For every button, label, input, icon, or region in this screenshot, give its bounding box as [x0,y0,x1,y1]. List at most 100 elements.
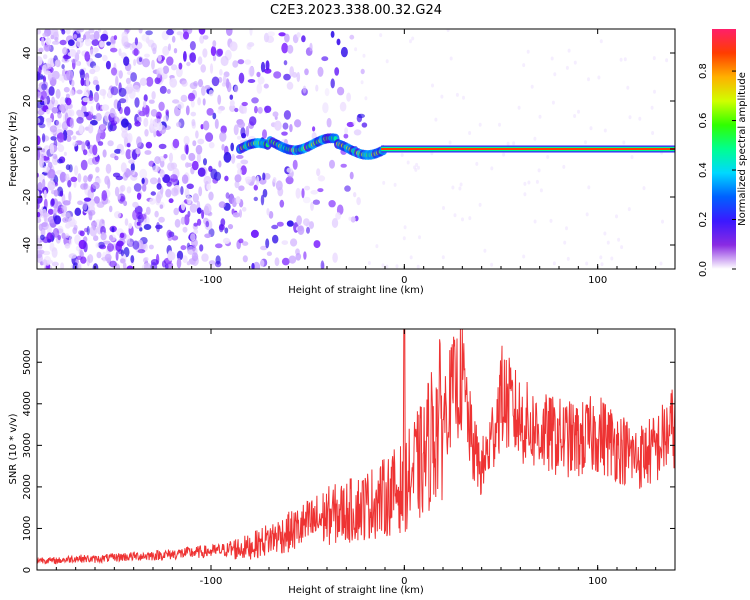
heatmap-cell [82,201,88,211]
heatmap-cell [381,263,385,268]
heatmap-cell [130,72,138,82]
heatmap-cell [191,252,199,262]
heatmap-cell [212,54,217,62]
heatmap-cell [219,131,227,142]
heatmap-cell [256,83,263,94]
y-tick-label: -40 [22,237,33,253]
colorbar-label: Normalized spectral amplitude [737,72,748,226]
heatmap-cell [409,255,413,260]
heatmap-cell [97,241,105,249]
heatmap-cell [502,152,506,157]
heatmap-cell [132,85,140,92]
heatmap-cell [162,45,170,56]
heatmap-cell [136,136,142,147]
heatmap-cell [87,123,94,134]
heatmap-cell [90,105,94,115]
heatmap-cell [417,165,420,170]
heatmap-cell [47,208,54,215]
heatmap-cell [620,245,624,250]
heatmap-cell [661,219,664,224]
heatmap-cell [638,116,642,121]
heatmap-cell [603,231,607,236]
heatmap-cell [105,163,112,174]
heatmap-cell [169,152,173,163]
heatmap-cell [251,97,259,104]
heatmap-cell [286,81,294,90]
heatmap-cell [606,240,610,245]
heatmap-cell [171,235,179,241]
heatmap-cell [281,131,288,136]
heatmap-cell [84,51,91,62]
heatmap-cell [159,159,165,168]
heatmap-cell [118,48,122,56]
heatmap-cell [102,54,108,62]
heatmap-cell [70,176,78,182]
heatmap-cell [173,48,178,54]
heatmap-cell [203,205,210,216]
heatmap-cell [66,69,74,81]
heatmap-cell [82,97,90,103]
heatmap-cell [104,253,112,261]
heatmap-cell [83,197,92,202]
heatmap-cell [290,238,298,247]
heatmap-cell [156,222,160,233]
heatmap-cell [88,210,93,221]
heatmap-cell [156,121,163,132]
heatmap-cells [37,29,675,269]
heatmap-cell [65,212,71,223]
heatmap-cell [166,29,174,36]
heatmap-cell [47,238,51,243]
heatmap-cell [600,262,604,267]
heatmap-cell [538,114,542,119]
heatmap-cell [176,31,183,36]
colorbar-tick-label: 0.4 [698,162,709,178]
heatmap-cell [114,148,122,154]
heatmap-cell [337,86,345,96]
heatmap-cell [260,245,268,251]
heatmap-cell [237,168,243,176]
heatmap-cell [69,117,75,129]
heatmap-cell [361,122,368,128]
heatmap-cell [65,29,71,35]
heatmap-cell [411,36,415,41]
heatmap-cell [352,121,356,126]
heatmap-cell [302,85,307,94]
heatmap-cell [304,68,309,76]
heatmap-cell [187,92,196,102]
y-tick-label: 40 [22,47,33,60]
heatmap-cell [659,261,663,266]
heatmap-cell [599,255,603,260]
heatmap-cell [263,83,269,89]
heatmap-cell [220,55,229,67]
heatmap-cell [142,100,147,108]
heatmap-cell [301,35,306,43]
heatmap-cell [185,105,190,116]
heatmap-cell [651,131,655,135]
heatmap-cell [251,262,255,269]
heatmap-cell [181,201,186,211]
heatmap-cell [245,125,250,137]
heatmap-cell [241,101,248,107]
heatmap-cell [74,165,79,176]
heatmap-cell [138,57,143,62]
heatmap-cell [156,194,162,204]
heatmap-cell [238,185,245,191]
heatmap-cell [72,135,77,141]
heatmap-cell [128,241,134,247]
heatmap-cell [44,44,52,51]
spectrogram-axes: -100 0 100 -40 -20 0 20 40 [22,29,676,286]
heatmap-cell [234,85,239,93]
x-tick-label: 0 [401,275,407,286]
heatmap-cell [167,251,176,261]
heatmap-cell [162,174,171,184]
heatmap-cell [50,198,55,206]
heatmap-cell [526,49,530,54]
heatmap-cell [622,140,626,145]
heatmap-cell [260,61,266,73]
x-tick-label: 0 [401,576,407,587]
heatmap-cell [241,206,247,212]
heatmap-cell [145,206,151,215]
heatmap-cell [42,165,51,173]
heatmap-cell [44,98,48,106]
heatmap-cell [37,182,43,191]
